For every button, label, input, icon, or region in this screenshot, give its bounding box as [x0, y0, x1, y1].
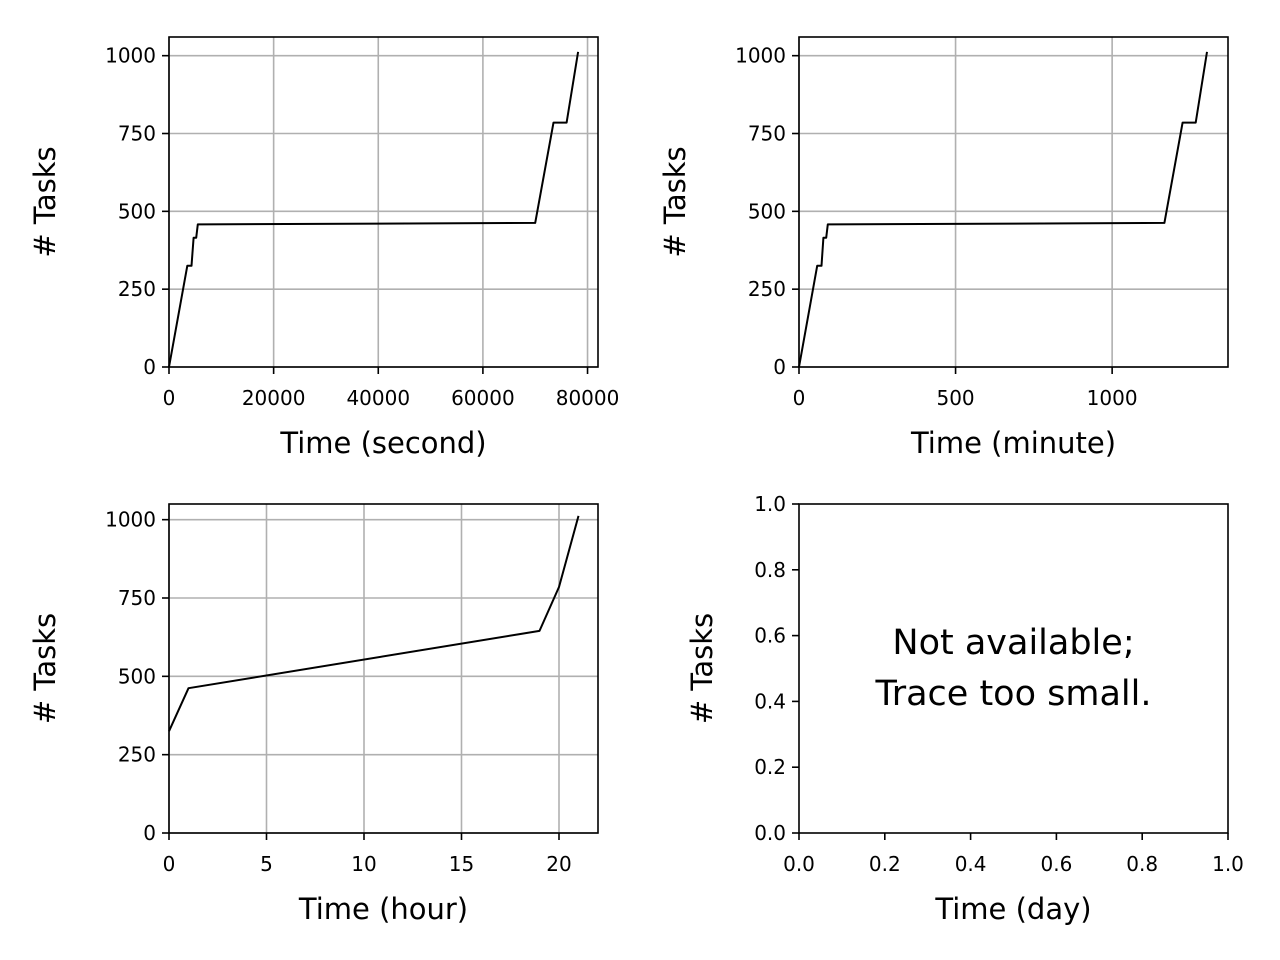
y-tick-label: 500	[748, 199, 786, 223]
series-line	[798, 51, 1208, 368]
y-tick-label: 0.8	[754, 558, 786, 582]
x-tick-label: 0	[163, 386, 176, 410]
plot-frame	[168, 36, 599, 368]
x-tick-label: 20	[546, 852, 571, 876]
y-tick-label: 750	[118, 586, 156, 610]
x-tick-label: 0	[163, 852, 176, 876]
x-tick-label: 40000	[346, 386, 410, 410]
x-tick-label: 0.0	[783, 852, 815, 876]
x-tick-label: 10	[351, 852, 376, 876]
plot-frame	[168, 503, 599, 834]
chart-note-line: Not available;	[892, 623, 1134, 663]
y-tick-label: 1000	[105, 44, 156, 68]
x-tick-label: 80000	[556, 386, 620, 410]
x-axis-label: Time (hour)	[298, 892, 468, 926]
y-tick-label: 0.6	[754, 624, 786, 648]
y-tick-label: 0	[143, 821, 156, 845]
y-tick-label: 0.2	[754, 755, 786, 779]
x-tick-label: 0.2	[869, 852, 901, 876]
x-tick-label: 0	[793, 386, 806, 410]
y-tick-label: 0	[143, 355, 156, 379]
x-tick-label: 20000	[242, 386, 306, 410]
y-tick-label: 750	[118, 122, 156, 146]
y-tick-label: 0.0	[754, 821, 786, 845]
chart-panel-3: 0 5 10 15 20 0 250 500 750 1000 Time (hour) # Tasks	[28, 503, 599, 926]
y-tick-label: 250	[118, 743, 156, 767]
x-tick-label: 15	[449, 852, 474, 876]
y-tick-label: 250	[748, 277, 786, 301]
y-axis-label: # Tasks	[658, 146, 692, 257]
y-tick-label: 500	[118, 199, 156, 223]
series-line	[168, 515, 580, 732]
y-tick-label: 250	[118, 277, 156, 301]
plot-frame	[798, 36, 1229, 368]
x-tick-label: 1000	[1087, 386, 1138, 410]
y-tick-label: 0.4	[754, 689, 786, 713]
chart-note-line: Trace too small.	[874, 674, 1151, 714]
y-tick-label: 750	[748, 122, 786, 146]
x-tick-label: 1.0	[1212, 852, 1244, 876]
plot-frame	[798, 503, 1229, 834]
x-tick-label: 0.8	[1126, 852, 1158, 876]
y-axis-label: # Tasks	[685, 613, 719, 724]
x-axis-label: Time (day)	[934, 892, 1091, 926]
y-tick-label: 1.0	[754, 492, 786, 516]
y-tick-label: 0	[773, 355, 786, 379]
y-tick-label: 500	[118, 664, 156, 688]
chart-panel-2: 0 500 1000 0 250 500 750 1000 Time (minute) # Tas…	[658, 36, 1229, 460]
x-axis-label: Time (second)	[279, 426, 486, 460]
x-tick-label: 60000	[451, 386, 515, 410]
chart-panel-1: 0 20000 40000 60000 80000 0 250 500 750 1000 Time …	[28, 36, 620, 460]
x-tick-label: 0.4	[955, 852, 987, 876]
y-tick-label: 1000	[105, 508, 156, 532]
series-line	[168, 51, 580, 368]
x-tick-label: 500	[936, 386, 974, 410]
x-tick-label: 0.6	[1040, 852, 1072, 876]
y-tick-label: 1000	[735, 44, 786, 68]
y-axis-label: # Tasks	[28, 146, 62, 257]
x-tick-label: 5	[260, 852, 273, 876]
x-axis-label: Time (minute)	[910, 426, 1116, 460]
chart-panel-4: 0.0 0.2 0.4 0.6 0.8 1.0 0.0 0.2 0.4 0.6 0.8 1.0 Time…	[685, 492, 1244, 926]
y-axis-label: # Tasks	[28, 613, 62, 724]
